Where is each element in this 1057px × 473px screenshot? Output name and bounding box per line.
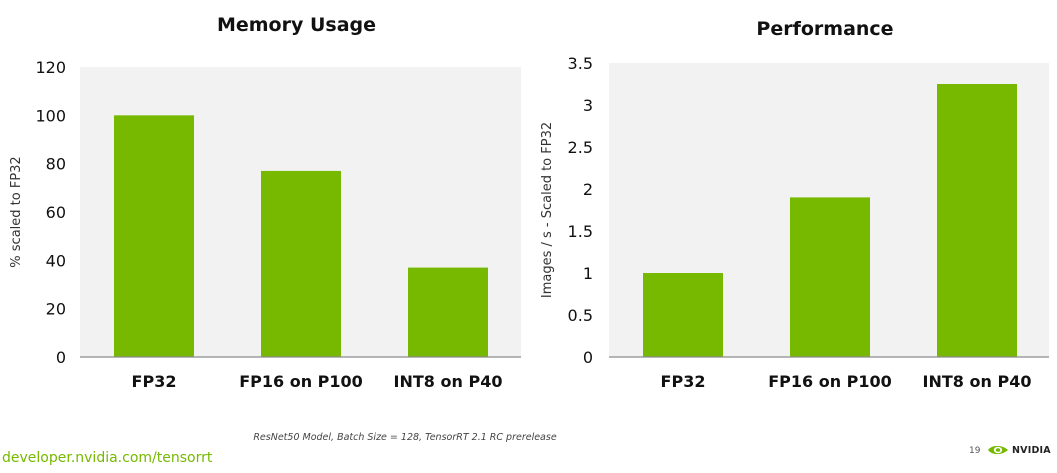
y-tick-label: 1.5 (568, 222, 593, 241)
footer-url-link[interactable]: developer.nvidia.com/tensorrt (2, 450, 213, 466)
y-tick-label: 2 (583, 180, 593, 199)
nvidia-eye-icon (988, 445, 1008, 455)
bar (643, 273, 723, 357)
chart-title: Performance (756, 18, 893, 40)
y-tick-label: 40 (46, 251, 66, 270)
bar (114, 115, 194, 357)
y-tick-label: 3 (583, 96, 593, 115)
x-tick-label: INT8 on P40 (394, 372, 503, 391)
chart-title: Memory Usage (217, 14, 376, 36)
bar (937, 84, 1017, 357)
x-tick-label: FP16 on P100 (239, 372, 363, 391)
x-tick-label: FP32 (661, 372, 706, 391)
y-tick-label: 80 (46, 155, 66, 174)
page-number: 19 (969, 446, 981, 456)
x-tick-label: INT8 on P40 (923, 372, 1032, 391)
bar (790, 197, 870, 357)
y-tick-label: 2.5 (568, 138, 593, 157)
x-tick-label: FP16 on P100 (768, 372, 892, 391)
y-tick-label: 100 (35, 106, 66, 125)
y-tick-label: 3.5 (568, 54, 593, 73)
logo-wordmark: NVIDIA (1012, 444, 1051, 456)
nvidia-logo: NVIDIA (987, 444, 1051, 456)
y-tick-label: 20 (46, 300, 66, 319)
bar (261, 170, 341, 357)
x-tick-label: FP32 (132, 372, 177, 391)
y-tick-label: 120 (35, 58, 66, 77)
y-tick-label: 60 (46, 203, 66, 222)
y-tick-label: 0 (583, 348, 593, 367)
y-tick-label: 1 (583, 264, 593, 283)
y-tick-label: 0.5 (568, 306, 593, 325)
footnote: ResNet50 Model, Batch Size = 128, Tensor… (253, 432, 557, 443)
y-tick-label: 0 (56, 348, 66, 367)
y-axis-label: % scaled to FP32 (9, 156, 24, 267)
y-axis-label: Images / s - Scaled to FP32 (540, 122, 555, 298)
bar (408, 267, 488, 357)
